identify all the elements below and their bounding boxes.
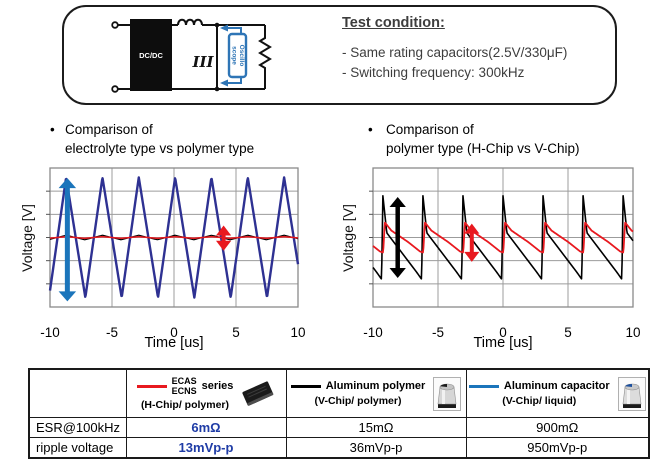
right-ripple-chart: -10 -5 0 5 10 Time [us] bbox=[363, 167, 641, 351]
left-chart-title: • Comparison of electrolyte type vs polym… bbox=[50, 122, 255, 156]
annotation-arrowhead-icon bbox=[216, 240, 232, 251]
terminal-top-icon bbox=[111, 21, 119, 29]
x-tick-label: 10 bbox=[290, 325, 305, 340]
node-dot-top bbox=[214, 22, 220, 28]
test-condition-title: Test condition: bbox=[342, 15, 445, 31]
test-condition-text: Test condition: - Same rating capacitors… bbox=[342, 15, 610, 83]
x-tick-label: 10 bbox=[625, 325, 640, 340]
oscilloscope-label: Oscillo scope bbox=[231, 45, 246, 67]
annotation-arrowhead-icon bbox=[58, 178, 77, 189]
x-axis-label: Time [us] bbox=[473, 335, 532, 351]
svg-text:scope: scope bbox=[231, 46, 238, 65]
table-row-ripple: ripple voltage 13mVp-p 36mVp-p 950mVp-p bbox=[28, 437, 650, 459]
bullet-icon: • bbox=[368, 122, 373, 137]
annotation-arrowhead-icon bbox=[389, 196, 406, 207]
test-condition-item: - Same rating capacitors(2.5V/330μF) bbox=[342, 45, 568, 60]
annotation-arrowhead-icon bbox=[464, 251, 480, 262]
capacitor-marks: III bbox=[191, 53, 214, 71]
annotation-arrowhead-icon bbox=[389, 268, 406, 279]
annotation-arrowhead-icon bbox=[58, 291, 77, 302]
x-tick-label: -10 bbox=[363, 325, 383, 340]
ecas-chip-icon bbox=[242, 380, 274, 406]
annotation-arrowhead-icon bbox=[464, 223, 480, 234]
x-tick-label: 5 bbox=[232, 325, 240, 340]
waveform-aluminum-capacitor bbox=[48, 176, 300, 299]
terminal-bottom-icon bbox=[111, 85, 119, 93]
test-condition-panel: DC/DC III Oscillo scope bbox=[62, 5, 617, 105]
table-row-esr: ESR@100kHz 6mΩ 15mΩ 900mΩ bbox=[28, 417, 650, 438]
x-axis-label: Time [us] bbox=[144, 335, 203, 351]
dcdc-block bbox=[130, 19, 172, 91]
circuit-diagram: DC/DC III Oscillo scope bbox=[111, 18, 272, 93]
table-header-row: ECAS ECNS series (H-Chip/ polymer) bbox=[28, 368, 650, 418]
annotation-arrowhead-icon bbox=[216, 225, 232, 236]
left-ripple-chart: -10 -5 0 5 10 Time [us] bbox=[40, 167, 306, 351]
x-tick-label: 5 bbox=[564, 325, 572, 340]
x-tick-label: 0 bbox=[170, 325, 178, 340]
header-aluminum-polymer-cell: Aluminum polymer (V-Chip/ polymer) bbox=[285, 368, 467, 418]
header-ecas-cell: ECAS ECNS series (H-Chip/ polymer) bbox=[125, 368, 287, 418]
comparison-table: ECAS ECNS series (H-Chip/ polymer) bbox=[28, 368, 650, 459]
esr-value-ecas: 6mΩ bbox=[125, 417, 287, 438]
x-tick-label: -5 bbox=[432, 325, 444, 340]
probe-lead-top bbox=[226, 27, 242, 34]
dcdc-label: DC/DC bbox=[139, 51, 163, 60]
probe-lead-bottom bbox=[226, 77, 242, 84]
v-chip-liquid-capacitor-icon bbox=[617, 376, 646, 411]
row-label-esr: ESR@100kHz bbox=[28, 417, 127, 438]
esr-value-aluminum-polymer: 15mΩ bbox=[285, 417, 467, 438]
aluminum-polymer-line-swatch bbox=[290, 384, 321, 388]
header-blank-cell bbox=[28, 368, 127, 418]
esr-value-aluminum-capacitor: 900mΩ bbox=[465, 417, 650, 438]
waveform-ecas bbox=[49, 235, 299, 240]
right-chart-title: • Comparison of polymer type (H-Chip vs V… bbox=[368, 122, 580, 156]
x-tick-label: 0 bbox=[499, 325, 507, 340]
bullet-icon: • bbox=[50, 122, 55, 137]
ripple-value-aluminum-capacitor: 950mVp-p bbox=[465, 437, 650, 459]
oscilloscope-box bbox=[227, 32, 248, 79]
ripple-value-aluminum-polymer: 36mVp-p bbox=[285, 437, 467, 459]
inductor-icon bbox=[177, 18, 203, 26]
x-tick-label: -10 bbox=[40, 325, 60, 340]
waveform-ecas bbox=[372, 221, 634, 254]
ecas-line-swatch bbox=[136, 384, 167, 388]
row-label-ripple: ripple voltage bbox=[28, 437, 127, 459]
waveform-aluminum-polymer bbox=[372, 194, 634, 280]
resistor-icon bbox=[258, 25, 272, 89]
ripple-value-ecas: 13mVp-p bbox=[125, 437, 287, 459]
node-dot-bottom bbox=[214, 86, 220, 92]
x-tick-label: -5 bbox=[106, 325, 118, 340]
aluminum-capacitor-line-swatch bbox=[468, 384, 499, 388]
probe-arrowhead-top-icon bbox=[220, 24, 228, 32]
header-aluminum-capacitor-cell: Aluminum capacitor (V-Chip/ liquid) bbox=[465, 368, 650, 418]
svg-text:Oscillo: Oscillo bbox=[238, 45, 245, 67]
test-condition-item: - Switching frequency: 300kHz bbox=[342, 65, 525, 80]
v-chip-polymer-capacitor-icon bbox=[433, 376, 462, 411]
probe-arrowhead-bottom-icon bbox=[220, 79, 228, 87]
